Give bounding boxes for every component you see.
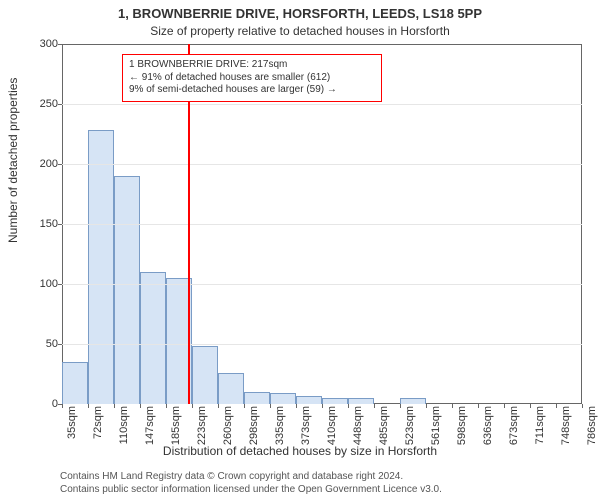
x-tick-label: 711sqm [534, 406, 546, 444]
page-title: 1, BROWNBERRIE DRIVE, HORSFORTH, LEEDS, … [0, 6, 600, 21]
x-tick-label: 410sqm [326, 406, 338, 445]
annotation-line: 9% of semi-detached houses are larger (5… [129, 84, 375, 97]
x-tick-mark [218, 404, 219, 408]
x-tick-label: 298sqm [248, 406, 260, 445]
x-tick-label: 673sqm [508, 406, 520, 445]
x-tick-label: 35sqm [66, 406, 78, 439]
histogram-bar [140, 272, 166, 404]
grid-line [62, 164, 582, 165]
x-tick-mark [452, 404, 453, 408]
y-tick-mark [58, 284, 62, 285]
annotation-line: 1 BROWNBERRIE DRIVE: 217sqm [129, 59, 375, 72]
grid-line [62, 344, 582, 345]
grid-line [62, 104, 582, 105]
histogram-bar [270, 393, 296, 404]
histogram-bar [62, 362, 88, 404]
histogram-bar [192, 346, 218, 404]
x-tick-label: 523sqm [404, 406, 416, 445]
x-tick-mark [400, 404, 401, 408]
x-tick-mark [62, 404, 63, 408]
x-tick-label: 223sqm [196, 406, 208, 445]
y-tick-mark [58, 404, 62, 405]
annotation-box: 1 BROWNBERRIE DRIVE: 217sqm← 91% of deta… [122, 54, 382, 102]
histogram-bar [322, 398, 348, 404]
x-tick-mark [296, 404, 297, 408]
attribution-line-2: Contains public sector information licen… [60, 484, 442, 497]
x-tick-label: 636sqm [482, 406, 494, 445]
chart-subtitle: Size of property relative to detached ho… [0, 24, 600, 38]
y-tick-label: 150 [40, 218, 58, 230]
x-tick-mark [556, 404, 557, 408]
x-tick-mark [166, 404, 167, 408]
x-tick-mark [244, 404, 245, 408]
x-tick-label: 598sqm [456, 406, 468, 445]
y-tick-mark [58, 344, 62, 345]
x-tick-label: 373sqm [300, 406, 312, 445]
x-tick-mark [426, 404, 427, 408]
y-tick-mark [58, 44, 62, 45]
x-tick-label: 561sqm [430, 406, 442, 445]
y-tick-mark [58, 104, 62, 105]
x-tick-label: 485sqm [378, 406, 390, 445]
x-tick-mark [504, 404, 505, 408]
histogram-bar [400, 398, 426, 404]
x-tick-label: 335sqm [274, 406, 286, 445]
x-tick-mark [322, 404, 323, 408]
chart-container: 1, BROWNBERRIE DRIVE, HORSFORTH, LEEDS, … [0, 0, 600, 500]
x-tick-label: 260sqm [222, 406, 234, 445]
grid-line [62, 284, 582, 285]
y-tick-label: 300 [40, 38, 58, 50]
x-tick-mark [88, 404, 89, 408]
y-tick-mark [58, 224, 62, 225]
x-tick-label: 448sqm [352, 406, 364, 445]
x-tick-mark [374, 404, 375, 408]
attribution-line-1: Contains HM Land Registry data © Crown c… [60, 471, 442, 484]
x-tick-mark [114, 404, 115, 408]
histogram-bar [296, 396, 322, 404]
x-tick-label: 786sqm [586, 406, 598, 445]
y-tick-label: 250 [40, 98, 58, 110]
grid-line [62, 224, 582, 225]
histogram-bar [244, 392, 270, 404]
x-tick-label: 110sqm [118, 406, 130, 444]
x-tick-mark [478, 404, 479, 408]
x-tick-mark [270, 404, 271, 408]
x-tick-label: 185sqm [170, 406, 182, 445]
histogram-bar [114, 176, 140, 404]
y-tick-label: 50 [46, 338, 58, 350]
x-tick-mark [530, 404, 531, 408]
y-tick-label: 100 [40, 278, 58, 290]
histogram-bar [218, 373, 244, 404]
x-tick-mark [348, 404, 349, 408]
x-tick-label: 72sqm [92, 406, 104, 439]
x-tick-mark [582, 404, 583, 408]
y-tick-label: 200 [40, 158, 58, 170]
annotation-line: ← 91% of detached houses are smaller (61… [129, 72, 375, 85]
y-tick-mark [58, 164, 62, 165]
histogram-bar [88, 130, 114, 404]
attribution: Contains HM Land Registry data © Crown c… [60, 471, 442, 496]
x-tick-mark [140, 404, 141, 408]
x-axis-label: Distribution of detached houses by size … [0, 444, 600, 458]
y-axis-label: Number of detached properties [6, 78, 20, 243]
x-tick-label: 147sqm [144, 406, 156, 445]
plot-area: 35sqm72sqm110sqm147sqm185sqm223sqm260sqm… [62, 44, 582, 404]
x-tick-label: 748sqm [560, 406, 572, 445]
histogram-bar [348, 398, 374, 404]
x-tick-mark [192, 404, 193, 408]
